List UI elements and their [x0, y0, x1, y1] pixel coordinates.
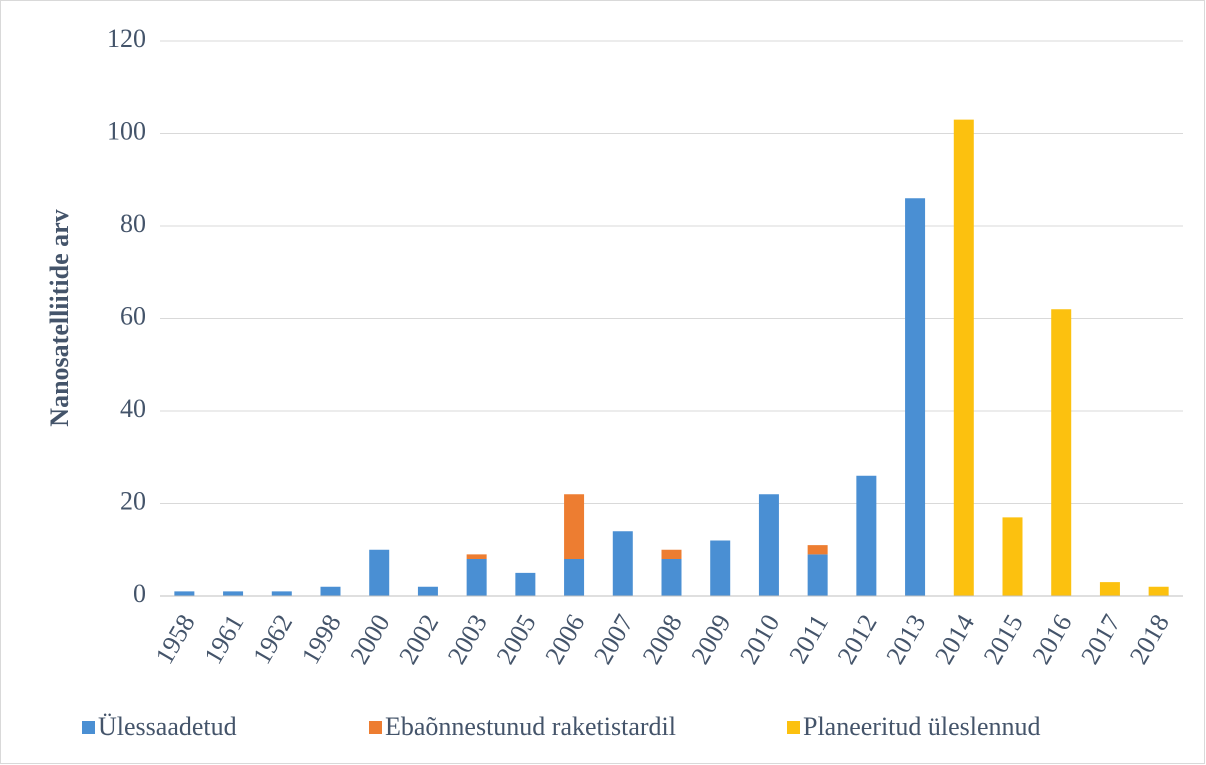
bar [661, 559, 682, 596]
bar [661, 549, 682, 559]
bar [807, 554, 828, 596]
y-tick-label: 100 [107, 116, 146, 145]
bar [417, 586, 438, 596]
y-tick-label: 20 [120, 486, 146, 515]
bar [1099, 582, 1120, 596]
y-tick-label: 120 [107, 24, 146, 53]
bar [1002, 517, 1023, 596]
bar [710, 540, 731, 596]
legend-label: Planeeritud üleslennud [803, 712, 1041, 741]
bar [1051, 309, 1072, 596]
y-tick-label: 80 [120, 209, 146, 238]
legend-label: Ebaõnnestunud raketistardil [385, 712, 676, 741]
bar [856, 475, 877, 596]
legend-label: Ülessaadetud [98, 712, 237, 741]
bar [466, 554, 487, 559]
bar [320, 586, 341, 596]
bar [369, 549, 390, 596]
bar [174, 591, 195, 596]
y-tick-label: 60 [120, 301, 146, 330]
bar [758, 494, 779, 596]
legend-swatch [369, 721, 382, 734]
bar [223, 591, 244, 596]
bar [271, 591, 292, 596]
bar [807, 545, 828, 555]
bar [1148, 586, 1169, 596]
y-tick-label: 40 [120, 394, 146, 423]
bar [564, 494, 585, 559]
bar [564, 559, 585, 596]
bar [905, 198, 926, 596]
y-axis-label: Nanosatelliitide arv [45, 209, 74, 426]
bar [466, 559, 487, 596]
legend-swatch [787, 721, 800, 734]
legend-swatch [82, 721, 95, 734]
bar [612, 531, 633, 596]
y-tick-label: 0 [133, 579, 146, 608]
bar [515, 572, 536, 596]
bar [953, 119, 974, 596]
